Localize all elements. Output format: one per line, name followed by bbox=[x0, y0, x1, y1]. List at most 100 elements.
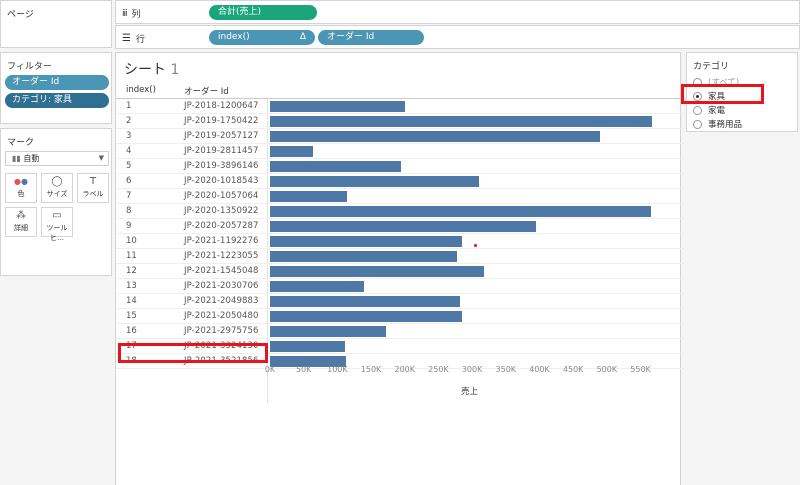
bar[interactable] bbox=[270, 131, 601, 142]
bar[interactable] bbox=[270, 281, 365, 292]
radio-selected-icon bbox=[693, 91, 702, 101]
rows-shelf[interactable]: ☰ 行 index() Δ オーダー Id bbox=[115, 25, 800, 49]
bar[interactable] bbox=[270, 101, 405, 112]
bar[interactable] bbox=[270, 161, 402, 172]
pages-label: ページ bbox=[7, 10, 34, 20]
column-header-index[interactable]: index() bbox=[126, 85, 156, 95]
row-order-id: JP-2019-2057127 bbox=[184, 131, 259, 141]
detail-button[interactable]: ⁂ 詳細 bbox=[5, 207, 37, 237]
row-index: 7 bbox=[126, 191, 132, 201]
table-row[interactable]: 2 JP-2019-1750422 bbox=[116, 114, 684, 129]
table-row[interactable]: 4 JP-2019-2811457 bbox=[116, 144, 684, 159]
row-order-id: JP-2020-1018543 bbox=[184, 176, 259, 186]
category-option-furniture[interactable]: 家具 bbox=[693, 90, 725, 102]
index-pill[interactable]: index() Δ bbox=[209, 30, 315, 45]
x-tick-label: 300K bbox=[461, 365, 483, 374]
bar[interactable] bbox=[270, 356, 347, 367]
columns-shelf[interactable]: iii 列 合計(売上) bbox=[115, 0, 800, 24]
table-row[interactable]: 15 JP-2021-2050480 bbox=[116, 309, 684, 324]
table-row[interactable]: 17 JP-2021-3324130 bbox=[116, 339, 684, 354]
table-row[interactable]: 13 JP-2021-2030706 bbox=[116, 279, 684, 294]
pages-shelf[interactable]: ページ bbox=[0, 0, 112, 48]
row-index: 15 bbox=[126, 311, 137, 321]
category-filter-card: カテゴリ (すべて) 家具 家電 事務用品 bbox=[686, 52, 798, 132]
table-row[interactable]: 5 JP-2019-3896146 bbox=[116, 159, 684, 174]
filter-category-pill[interactable]: カテゴリ: 家具 bbox=[5, 93, 109, 108]
bar[interactable] bbox=[270, 296, 460, 307]
header-separator bbox=[116, 98, 682, 99]
x-tick-label: 100K bbox=[327, 365, 348, 374]
tooltip-button[interactable]: ▭ ツールヒ… bbox=[41, 207, 73, 242]
table-row[interactable]: 14 JP-2021-2049883 bbox=[116, 294, 684, 309]
sheet-title[interactable]: シート 1 bbox=[124, 62, 180, 78]
size-button[interactable]: ◯ サイズ bbox=[41, 173, 73, 203]
x-tick-label: 450K bbox=[562, 365, 584, 374]
row-order-id: JP-2021-2030706 bbox=[184, 281, 259, 291]
x-axis: 0K 50K 100K 150K 200K 250K 300K 350K 400K 450K 500… bbox=[116, 115, 682, 374]
table-row[interactable]: 8 JP-2020-1350922 bbox=[116, 204, 684, 219]
category-title: カテゴリ bbox=[693, 62, 730, 72]
sheet-view: シート 1 index() オーダー Id 1 JP-2018-1200647 2 J… bbox=[115, 52, 684, 485]
table-calc-delta-icon: Δ bbox=[299, 32, 306, 42]
filter-order-id-pill[interactable]: オーダー Id bbox=[5, 75, 109, 90]
column-header-order-id[interactable]: オーダー Id bbox=[184, 87, 229, 97]
bar[interactable] bbox=[270, 311, 462, 322]
bar[interactable] bbox=[270, 326, 386, 337]
table-row[interactable]: 10 JP-2021-1192276 bbox=[116, 234, 684, 249]
filters-panel: フィルター オーダー Id カテゴリ: 家具 bbox=[0, 52, 112, 124]
mark-type-dropdown[interactable]: ▮▮ 自動 ▼ bbox=[5, 151, 109, 166]
bar[interactable] bbox=[270, 341, 346, 352]
x-tick-label: 200K bbox=[394, 365, 415, 374]
marks-panel: マーク ▮▮ 自動 ▼ ●● 色 ◯ サイズ T ラベル ⁂ 詳細 ▭ ツールヒ… bbox=[0, 128, 112, 276]
row-index: 2 bbox=[126, 116, 132, 126]
table-row[interactable]: 1 JP-2018-1200647 bbox=[116, 99, 684, 114]
row-order-id: JP-2021-2049883 bbox=[184, 296, 259, 306]
order-id-pill[interactable]: オーダー Id bbox=[318, 30, 424, 45]
bar[interactable] bbox=[270, 251, 458, 262]
bar[interactable] bbox=[270, 266, 485, 277]
table-row[interactable]: 9 JP-2020-2057287 bbox=[116, 219, 684, 234]
bar[interactable] bbox=[270, 191, 348, 202]
table-row[interactable]: 6 JP-2020-1018543 bbox=[116, 174, 684, 189]
category-option-electronics[interactable]: 家電 bbox=[693, 104, 725, 116]
row-order-id: JP-2020-1350922 bbox=[184, 206, 259, 216]
label-button[interactable]: T ラベル bbox=[77, 173, 109, 203]
row-order-id: JP-2021-2050480 bbox=[184, 311, 259, 321]
row-index: 16 bbox=[126, 326, 137, 336]
category-option-office[interactable]: 事務用品 bbox=[693, 118, 742, 130]
row-order-id: JP-2021-2975756 bbox=[184, 326, 259, 336]
columns-icon: iii bbox=[122, 8, 127, 19]
row-index: 10 bbox=[126, 236, 137, 246]
bar-axis-divider bbox=[267, 99, 268, 403]
bar[interactable] bbox=[270, 146, 314, 157]
bar[interactable] bbox=[270, 206, 651, 217]
row-index: 13 bbox=[126, 281, 137, 291]
bar[interactable] bbox=[270, 116, 652, 127]
row-index: 9 bbox=[126, 221, 132, 231]
color-button[interactable]: ●● 色 bbox=[5, 173, 37, 203]
bar[interactable] bbox=[270, 236, 462, 247]
x-tick-label: 400K bbox=[529, 365, 550, 374]
table-row[interactable]: 16 JP-2021-2975756 bbox=[116, 324, 684, 339]
table-row[interactable]: 7 JP-2020-1057064 bbox=[116, 189, 684, 204]
x-tick-label: 500K bbox=[596, 365, 618, 374]
table-row[interactable]: 3 JP-2019-2057127 bbox=[116, 129, 684, 144]
table-row[interactable]: 12 JP-2021-1545048 bbox=[116, 264, 684, 279]
row-index: 5 bbox=[126, 161, 132, 171]
row-order-id: JP-2021-1545048 bbox=[184, 266, 259, 276]
row-order-id: JP-2021-1192276 bbox=[184, 236, 259, 246]
row-index: 12 bbox=[126, 266, 137, 276]
x-tick-label: 550K bbox=[630, 365, 651, 374]
row-index: 8 bbox=[126, 206, 132, 216]
bar-rows: 1 JP-2018-1200647 2 JP-2019-1750422 3 JP-2019… bbox=[116, 99, 684, 371]
size-icon: ◯ bbox=[51, 176, 63, 187]
table-row[interactable]: 11 JP-2021-1223055 bbox=[116, 249, 684, 264]
row-order-id: JP-2021-1223055 bbox=[184, 251, 259, 261]
radio-icon bbox=[693, 105, 702, 115]
sum-sales-pill[interactable]: 合計(売上) bbox=[209, 5, 317, 20]
bar[interactable] bbox=[270, 176, 479, 187]
row-order-id: JP-2019-2811457 bbox=[184, 146, 259, 156]
row-order-id: JP-2019-1750422 bbox=[184, 116, 259, 126]
tooltip-icon: ▭ bbox=[52, 210, 62, 221]
bar[interactable] bbox=[270, 221, 537, 232]
